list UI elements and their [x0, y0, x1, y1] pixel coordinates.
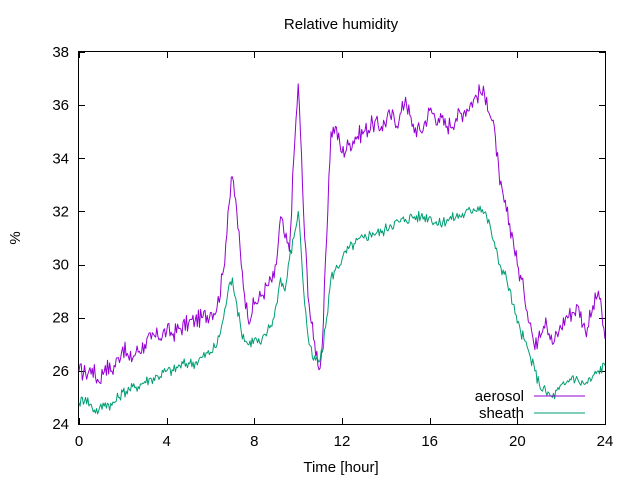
y-tick-label: 32	[52, 203, 69, 220]
x-tick-label: 12	[334, 433, 351, 450]
x-tick-label: 4	[162, 433, 170, 450]
x-tick-label: 20	[509, 433, 526, 450]
y-tick-label: 30	[52, 257, 69, 274]
axis-ticks	[79, 52, 606, 425]
y-tick-label: 28	[52, 310, 69, 327]
tick-labels: 0 4 8 12 16 20 24 24 26 28 30 32 34 36 38	[52, 44, 613, 450]
legend-label-aerosol: aerosol	[475, 388, 524, 405]
series-line-aerosol	[78, 83, 606, 384]
x-tick-label: 0	[75, 433, 83, 450]
series-layer	[78, 83, 606, 415]
y-tick-label: 24	[52, 416, 69, 433]
x-tick-label: 8	[250, 433, 258, 450]
plot-frame	[78, 51, 606, 425]
x-tick-label: 16	[421, 433, 438, 450]
legend-label-sheath: sheath	[479, 405, 524, 422]
chart-title: Relative humidity	[284, 16, 399, 33]
y-tick-label: 26	[52, 363, 69, 380]
x-tick-label: 24	[597, 433, 614, 450]
y-axis-label: %	[7, 231, 24, 244]
x-axis-label: Time [hour]	[303, 459, 378, 476]
y-tick-label: 36	[52, 97, 69, 114]
series-line-sheath	[78, 205, 606, 415]
y-tick-label: 34	[52, 150, 69, 167]
y-tick-label: 38	[52, 44, 69, 61]
